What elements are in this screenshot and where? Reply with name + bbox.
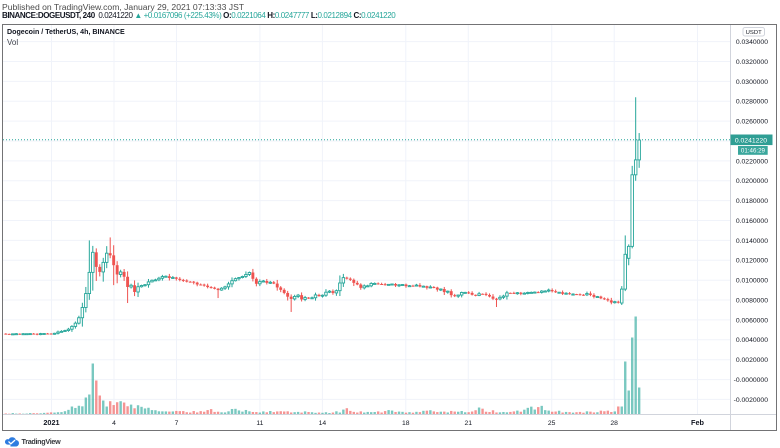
svg-text:0.0220000: 0.0220000 (736, 158, 768, 165)
svg-text:14: 14 (319, 420, 327, 427)
svg-text:11: 11 (256, 420, 263, 427)
svg-text:Feb: Feb (691, 418, 705, 427)
svg-text:0.0340000: 0.0340000 (736, 39, 768, 46)
svg-text:0.0241220: 0.0241220 (735, 137, 767, 144)
svg-text:0.0100000: 0.0100000 (736, 278, 768, 285)
svg-text:0.0160000: 0.0160000 (736, 218, 768, 225)
svg-text:-0.0020000: -0.0020000 (734, 397, 769, 404)
svg-text:4: 4 (112, 420, 116, 427)
svg-text:0.0300000: 0.0300000 (736, 79, 768, 86)
svg-text:0.0120000: 0.0120000 (736, 258, 768, 265)
svg-text:0.0080000: 0.0080000 (736, 297, 768, 304)
svg-text:0.0020000: 0.0020000 (736, 357, 768, 364)
svg-text:0.0060000: 0.0060000 (736, 317, 768, 324)
svg-text:0.0200000: 0.0200000 (736, 178, 768, 185)
svg-text:01:46:29: 01:46:29 (741, 147, 766, 154)
svg-text:0.0320000: 0.0320000 (736, 59, 768, 66)
svg-text:18: 18 (402, 420, 410, 427)
svg-text:0.0260000: 0.0260000 (736, 119, 768, 126)
svg-text:0.0140000: 0.0140000 (736, 238, 768, 245)
svg-text:-0.0000000: -0.0000000 (734, 377, 769, 384)
svg-text:0.0040000: 0.0040000 (736, 337, 768, 344)
svg-text:2021: 2021 (43, 418, 59, 427)
svg-text:25: 25 (548, 420, 556, 427)
svg-text:21: 21 (465, 420, 473, 427)
svg-text:0.0280000: 0.0280000 (736, 99, 768, 106)
svg-text:7: 7 (175, 420, 179, 427)
svg-text:28: 28 (610, 420, 618, 427)
svg-text:0.0180000: 0.0180000 (736, 198, 768, 205)
svg-text:USDT: USDT (746, 30, 762, 36)
